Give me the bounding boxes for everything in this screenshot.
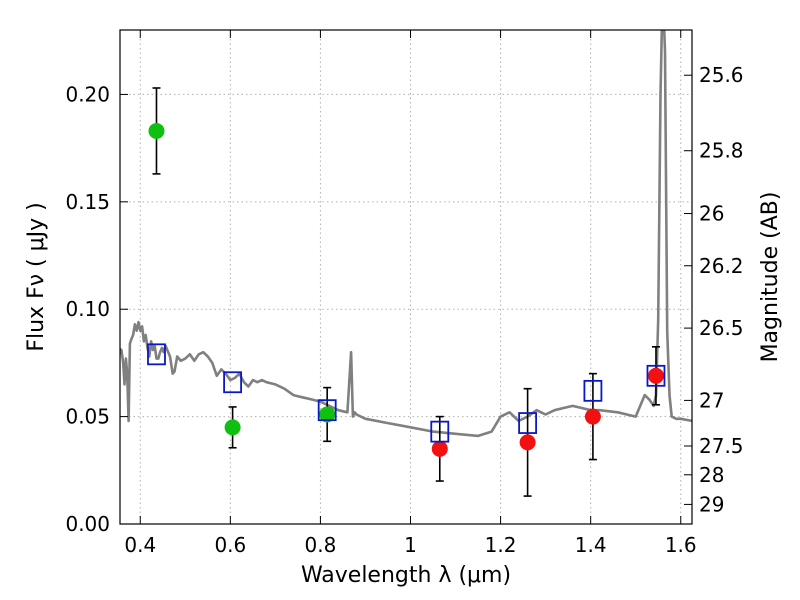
model-band-square: [518, 412, 538, 434]
x-axis-label: Wavelength λ (μm): [301, 563, 511, 588]
model-band-square: [147, 343, 166, 366]
red-data-point: [647, 367, 664, 384]
x-tick-label: 1.2: [485, 533, 517, 557]
model-band-square: [223, 371, 242, 394]
y2-tick-label: 25.8: [699, 139, 744, 163]
y-tick-label: 0.10: [65, 297, 110, 321]
model-band-square: [646, 364, 666, 387]
y2-tick-label: 26.5: [699, 316, 744, 340]
y-tick-label: 0.20: [65, 82, 110, 106]
x-tick-label: 0.6: [214, 533, 246, 557]
y2-tick-label: 28: [699, 463, 724, 487]
right-magnitude-axis: 25.6 25.8 26 26.2 26.5 27 27.5 28 29: [684, 63, 744, 516]
y2-tick-label: 27: [699, 388, 724, 412]
x-tick-label: 1.6: [665, 533, 697, 557]
y-tick-label: 0.00: [65, 512, 110, 536]
y2-tick-label: 27.5: [699, 434, 744, 458]
green-data-point: [224, 419, 241, 436]
red-data-point: [519, 434, 536, 451]
y-tick-label: 0.05: [65, 405, 110, 429]
green-data-point: [319, 406, 336, 423]
model-band-square: [430, 420, 450, 443]
y2-tick-label: 29: [699, 492, 724, 516]
x-tick-label: 0.8: [305, 533, 337, 557]
y2-tick-label: 26: [699, 202, 724, 226]
model-band-square: [317, 399, 337, 422]
red-data-point: [584, 408, 601, 425]
y2-tick-label: 25.6: [699, 63, 744, 87]
model-band-square: [583, 379, 603, 402]
x-tick-label: 0.4: [124, 533, 156, 557]
green-data-point: [148, 122, 165, 139]
y-tick-label: 0.15: [65, 190, 110, 214]
y-axis: 0.00 0.05 0.10 0.15 0.20: [65, 82, 128, 536]
red-data-point: [431, 440, 448, 457]
y-axis-label: Flux Fν ( μJy ): [24, 202, 49, 351]
y2-axis-label: Magnitude (AB): [758, 192, 783, 363]
plot-frame: [119, 29, 693, 525]
x-axis: 0.4 0.6 0.8 1 1.2 1.4 1.6: [124, 30, 697, 557]
y2-tick-label: 26.2: [699, 254, 744, 278]
data-points: [147, 87, 666, 497]
x-tick-label: 1.4: [575, 533, 607, 557]
x-tick-label: 1: [404, 533, 417, 557]
